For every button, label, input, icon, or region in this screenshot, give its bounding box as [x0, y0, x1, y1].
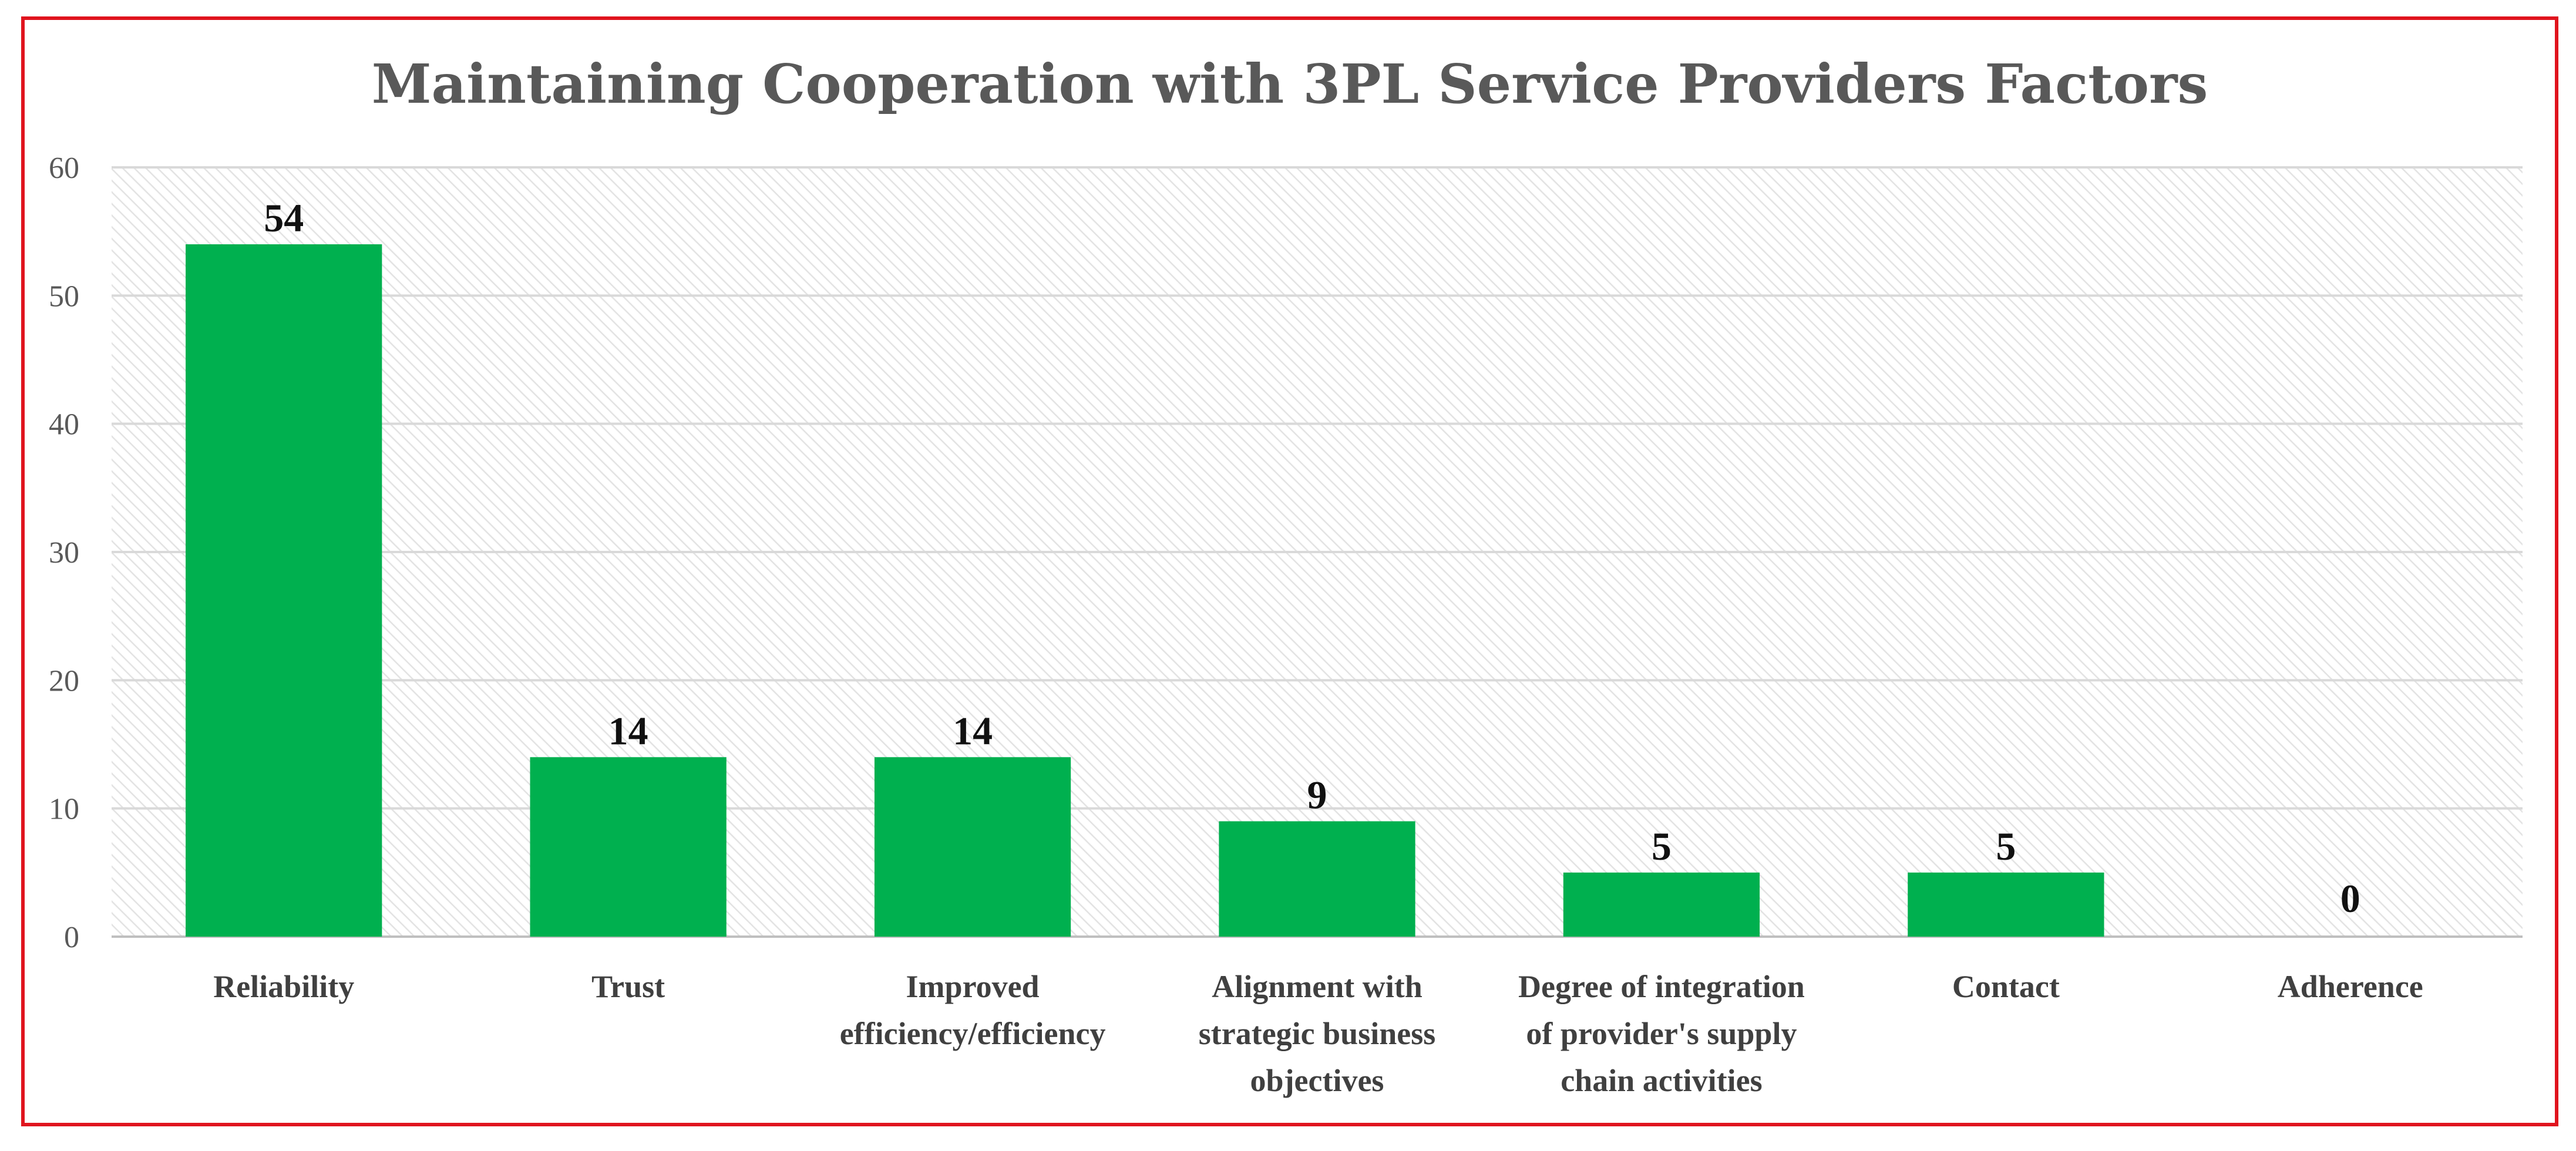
x-tick-label: Trust	[591, 969, 665, 1004]
y-tick-label: 10	[49, 793, 79, 826]
x-tick-label-line: Alignment with	[1212, 969, 1422, 1004]
x-tick-label-line: objectives	[1250, 1063, 1384, 1098]
data-label: 14	[608, 708, 648, 753]
x-tick-label: Reliability	[213, 969, 354, 1004]
x-tick-label-line: Improved	[906, 969, 1040, 1004]
x-tick-label: Degree of integration of provider's suppl…	[1518, 969, 1805, 1098]
data-label: 9	[1307, 773, 1327, 817]
x-tick-label: Adherence	[2278, 969, 2423, 1004]
data-label: 5	[1996, 824, 2016, 869]
chart-title: Maintaining Cooperation with 3PL Service…	[372, 52, 2208, 116]
x-tick-label: Contact	[1952, 969, 2060, 1004]
y-tick-label: 50	[49, 280, 79, 313]
bar	[530, 757, 727, 937]
y-tick-label: 0	[64, 921, 79, 954]
y-tick-label: 40	[49, 408, 79, 442]
x-tick-label-line: strategic business	[1199, 1016, 1436, 1051]
data-label: 14	[953, 708, 993, 753]
y-tick-label: 60	[49, 152, 79, 185]
data-label: 54	[264, 196, 304, 240]
x-tick-label-line: of provider's supply	[1526, 1016, 1797, 1051]
x-tick-label: Improved efficiency/efficiency	[840, 969, 1106, 1051]
data-label: 0	[2340, 876, 2360, 921]
x-tick-label-line: Degree of integration	[1518, 969, 1805, 1004]
bar	[1908, 872, 2104, 937]
bar	[874, 757, 1071, 937]
x-tick-label-line: Adherence	[2278, 969, 2423, 1004]
bar	[186, 244, 382, 937]
data-label: 5	[1652, 824, 1672, 869]
x-tick-label-line: Contact	[1952, 969, 2060, 1004]
x-tick-label-line: Reliability	[213, 969, 354, 1004]
bar	[1563, 872, 1760, 937]
x-tick-label-line: chain activities	[1561, 1063, 1762, 1098]
bar	[1219, 821, 1415, 937]
y-tick-label: 20	[49, 664, 79, 698]
x-tick-label-line: Trust	[591, 969, 665, 1004]
x-tick-label-line: efficiency/efficiency	[840, 1016, 1106, 1051]
x-tick-label: Alignment with strategic business objectiv…	[1199, 969, 1436, 1098]
y-tick-label: 30	[49, 536, 79, 570]
